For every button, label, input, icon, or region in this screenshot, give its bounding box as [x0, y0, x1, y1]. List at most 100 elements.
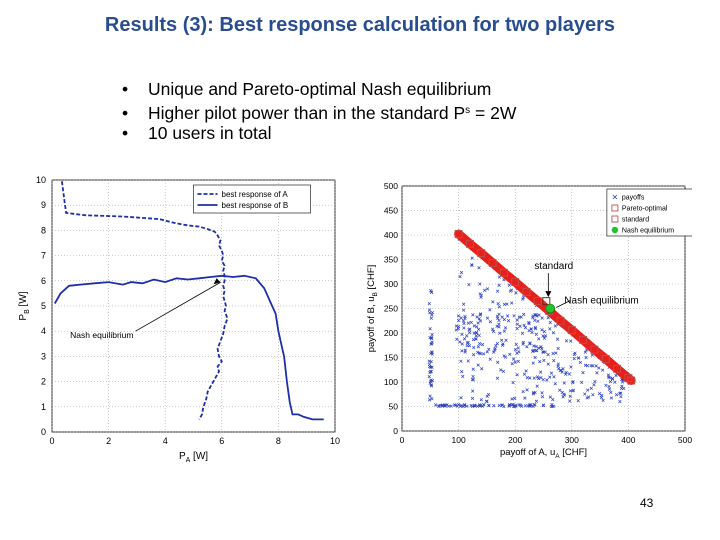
payoff-marker [477, 266, 481, 270]
y-tick-label: 200 [384, 328, 398, 338]
payoff-marker [487, 403, 491, 408]
y-tick-label: 350 [384, 255, 398, 265]
y-tick-label: 150 [384, 353, 398, 363]
payoff-marker [540, 316, 544, 320]
payoff-marker [468, 327, 472, 331]
bullet-dot: • [122, 79, 129, 99]
payoff-marker [525, 345, 529, 349]
payoff-marker [581, 370, 585, 375]
payoff-marker [462, 321, 466, 326]
payoff-marker [510, 362, 514, 366]
payoff-marker [578, 360, 582, 365]
payoff-marker [500, 338, 504, 342]
x-tick-label: 8 [276, 436, 281, 446]
payoff-marker [455, 337, 459, 341]
payoff-marker [528, 341, 532, 345]
payoff-marker [532, 344, 536, 348]
annotation-arrow-line [135, 281, 221, 332]
payoff-marker [607, 384, 611, 389]
payoff-marker [500, 403, 505, 407]
pareto-marker [579, 335, 588, 344]
payoff-marker [463, 314, 467, 319]
payoff-marker [541, 334, 545, 338]
y-tick-label: 0 [41, 427, 46, 437]
payoff-marker [560, 370, 564, 374]
payoff-marker [429, 365, 433, 369]
pareto-marker [454, 230, 463, 238]
payoff-marker [589, 386, 593, 391]
payoff-marker [485, 350, 489, 354]
payoff-marker [491, 329, 496, 334]
pareto-marker [488, 258, 497, 267]
payoff-marker [490, 327, 495, 331]
y-tick-label: 9 [41, 200, 46, 210]
payoff-marker [458, 340, 462, 344]
payoff-marker [459, 316, 463, 320]
payoff-marker [521, 295, 526, 299]
payoff-marker [477, 333, 481, 338]
payoff-marker [534, 399, 539, 403]
bullet-text: 10 users in total [148, 123, 272, 143]
payoff-marker [610, 376, 615, 381]
payoff-marker [608, 379, 613, 384]
payoff-marker [429, 351, 433, 356]
annotation-arrow-head [545, 291, 552, 298]
payoff-marker [488, 308, 492, 312]
payoff-marker [471, 367, 475, 371]
payoff-marker [542, 358, 546, 363]
payoff-marker [480, 367, 484, 371]
y-tick-label: 4 [41, 326, 46, 336]
payoff-marker [533, 318, 537, 322]
y-tick-label: 2 [41, 377, 46, 387]
x-tick-label: 2 [106, 436, 111, 446]
payoff-marker [562, 381, 566, 385]
payoff-marker [492, 350, 496, 354]
x-tick-label: 0 [49, 436, 54, 446]
payoff-marker [515, 373, 519, 377]
payoff-marker [460, 342, 464, 346]
payoff-marker [561, 367, 565, 371]
payoff-marker [505, 314, 510, 318]
payoff-marker [466, 321, 471, 325]
payoff-marker [538, 370, 543, 374]
payoff-marker [620, 384, 624, 388]
x-tick-label: 10 [330, 436, 340, 446]
payoff-marker [480, 342, 485, 347]
legend-marker [611, 226, 619, 234]
payoff-marker [527, 320, 531, 325]
payoff-marker [459, 359, 463, 363]
bullet-superscript: s [465, 105, 471, 116]
payoff-marker [528, 376, 532, 380]
best-response-b-line [54, 274, 324, 421]
payoff-marker [533, 327, 538, 331]
y-tick-label: 7 [41, 251, 46, 261]
legend-label: Nash equilibrium [622, 228, 674, 235]
payoff-marker [476, 327, 481, 332]
payoff-marker [427, 308, 432, 312]
payoff-marker [473, 404, 477, 408]
payoff-marker [512, 404, 517, 408]
payoff-marker [512, 314, 516, 318]
payoff-marker [454, 328, 458, 332]
payoff-marker [474, 337, 478, 341]
payoff-marker [549, 404, 554, 408]
payoff-marker [613, 380, 617, 384]
payoff-marker [469, 320, 473, 325]
payoff-marker [593, 379, 597, 384]
payoff-marker [485, 287, 490, 291]
payoff-marker [527, 403, 532, 407]
payoff-marker [511, 357, 516, 361]
payoff-marker [524, 369, 528, 373]
payoff-marker [428, 369, 433, 374]
payoff-marker [614, 373, 618, 378]
payoff-marker [429, 383, 433, 387]
payoff-marker [482, 403, 486, 407]
payoff-marker [471, 374, 475, 379]
payoff-marker [479, 398, 483, 402]
payoff-marker [534, 332, 538, 337]
payoff-marker [586, 388, 590, 392]
payoff-marker [604, 383, 608, 388]
payoff-marker [527, 321, 531, 326]
payoff-marker [540, 395, 545, 399]
y-tick-label: 8 [41, 225, 46, 235]
